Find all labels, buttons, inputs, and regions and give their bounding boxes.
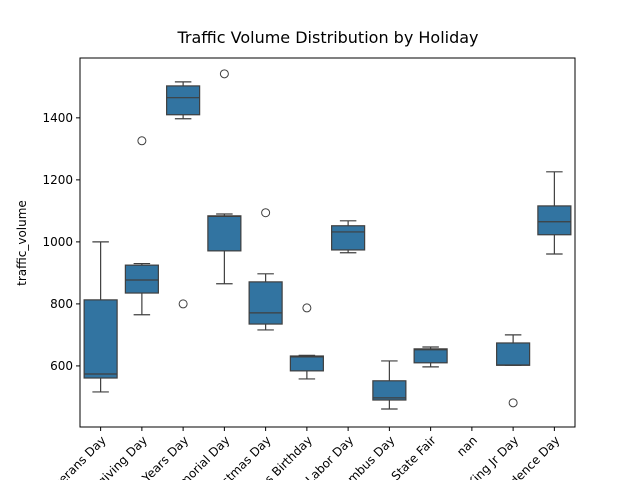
outlier [508, 398, 518, 408]
y-tick-label: 800 [50, 297, 73, 311]
y-tick-label: 600 [50, 359, 73, 373]
x-tick-label: State Fair [389, 433, 439, 480]
outlier [219, 69, 229, 79]
box [248, 281, 283, 325]
y-tick-label: 1000 [42, 235, 73, 249]
y-tick-label: 1200 [42, 173, 73, 187]
box [537, 205, 572, 236]
box [289, 355, 324, 372]
y-axis-label: traffic_volume [15, 200, 29, 286]
box [413, 348, 448, 364]
box [331, 225, 366, 251]
x-tick-label: Veterans Day [42, 433, 109, 480]
box [207, 215, 242, 252]
outlier [302, 303, 312, 313]
chart-title: Traffic Volume Distribution by Holiday [176, 28, 478, 47]
box [496, 342, 531, 366]
x-tick-label: nan [454, 433, 480, 459]
box [166, 85, 201, 116]
box [83, 299, 118, 379]
box [124, 264, 159, 294]
outlier [261, 208, 271, 218]
outlier [137, 136, 147, 146]
outlier [178, 299, 188, 309]
box [372, 380, 407, 401]
plot-frame [79, 57, 576, 428]
y-tick-label: 1400 [42, 111, 73, 125]
